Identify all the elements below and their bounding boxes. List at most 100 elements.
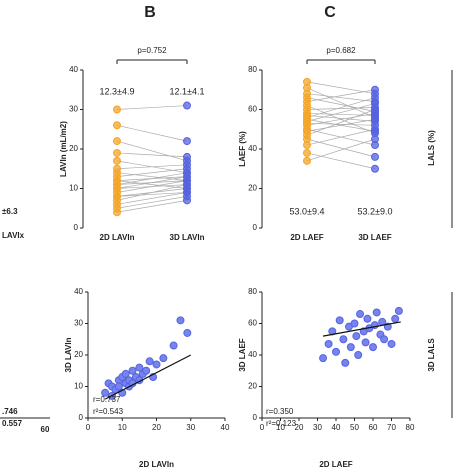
point <box>369 343 377 352</box>
summary-label: 53.2±9.0 <box>358 206 393 216</box>
point <box>371 141 379 150</box>
y-tick-label: 40 <box>69 65 78 74</box>
point <box>128 366 137 375</box>
x-tick-label: 50 <box>350 423 359 432</box>
y-tick-label: 0 <box>253 223 258 232</box>
y-tick-label: 10 <box>74 382 83 391</box>
point <box>319 354 328 363</box>
panel-letter: C <box>324 4 336 21</box>
y-tick-label: 40 <box>248 144 257 153</box>
fragment-text: LAVIx <box>2 231 25 240</box>
fragment-text: 0.557 <box>2 419 23 428</box>
pair-line <box>116 180 188 185</box>
point <box>372 308 381 317</box>
point <box>183 168 191 177</box>
x-tick-label: 40 <box>221 423 230 432</box>
point <box>391 314 400 323</box>
x-tick-label: 10 <box>118 423 127 432</box>
point <box>183 176 191 185</box>
point <box>371 129 379 138</box>
point <box>387 339 396 348</box>
fragment-text: LALS (%) <box>427 130 436 166</box>
point <box>332 347 340 356</box>
point <box>341 358 350 367</box>
y-tick-label: 10 <box>69 184 78 193</box>
pair-line <box>306 115 376 122</box>
pair-line <box>306 107 376 110</box>
point <box>114 382 123 391</box>
point <box>303 148 311 157</box>
pair-line <box>116 168 188 177</box>
panel-letter: B <box>144 4 156 21</box>
y-tick-label: 60 <box>248 319 257 328</box>
y-axis-label: 3D LAVIn <box>64 337 73 372</box>
p-value: p=0.682 <box>326 46 356 55</box>
y-tick-label: 20 <box>248 382 257 391</box>
point <box>176 316 185 325</box>
pair-line <box>116 160 188 174</box>
point <box>352 332 361 341</box>
y-tick-label: 20 <box>69 144 78 153</box>
point <box>113 105 121 114</box>
x-tick-label: 60 <box>369 423 378 432</box>
pair-line <box>306 105 376 134</box>
y-tick-label: 60 <box>248 105 257 114</box>
point <box>350 319 359 328</box>
y-tick-label: 30 <box>69 105 78 114</box>
pair-line <box>116 140 188 162</box>
point <box>371 89 379 98</box>
fragment-text: 3D LALS <box>427 338 436 372</box>
pair-line <box>306 93 376 102</box>
y-tick-label: 80 <box>248 65 257 74</box>
stat-label: r=0.737 <box>93 395 121 404</box>
point <box>142 366 151 375</box>
pair-line <box>306 87 376 118</box>
pair-line <box>306 152 376 170</box>
point <box>145 357 154 366</box>
point <box>346 343 355 352</box>
x-tick-label: 20 <box>152 423 161 432</box>
point <box>356 310 365 319</box>
fragment-text: 60 <box>41 425 50 434</box>
point <box>135 363 144 372</box>
y-tick-label: 0 <box>74 223 79 232</box>
point <box>113 156 121 165</box>
pair-line <box>116 172 188 181</box>
pair-line <box>116 184 188 189</box>
point <box>339 335 348 344</box>
point <box>303 77 311 86</box>
y-axis-label: LAEF (%) <box>238 131 247 167</box>
x-tick-label: 30 <box>186 423 195 432</box>
pair-line <box>116 188 188 197</box>
point <box>371 113 379 122</box>
x-tick-label: 3D LAEF <box>358 233 391 242</box>
y-axis-label: LAVIn (mL/m2) <box>59 121 68 177</box>
point <box>183 328 192 337</box>
x-tick-label: 0 <box>260 423 265 432</box>
x-tick-label: 20 <box>295 423 304 432</box>
y-tick-label: 80 <box>248 287 257 296</box>
pair-line <box>116 176 188 181</box>
point <box>101 388 110 397</box>
pair-line <box>116 180 188 189</box>
pair-line <box>116 105 188 110</box>
trendline <box>104 354 192 400</box>
pair-line <box>116 196 188 209</box>
pair-line <box>116 124 188 142</box>
x-tick-label: 10 <box>276 423 285 432</box>
y-tick-label: 20 <box>74 350 83 359</box>
point <box>152 360 161 369</box>
point <box>324 339 333 348</box>
stat-label: r²=0.123 <box>266 419 297 428</box>
point <box>113 164 121 173</box>
x-axis-label: 2D LAEF <box>319 460 352 469</box>
point <box>183 184 191 193</box>
summary-label: 12.3±4.9 <box>100 86 135 96</box>
x-tick-label: 0 <box>86 423 91 432</box>
point <box>113 148 121 157</box>
x-tick-label: 40 <box>332 423 341 432</box>
pair-line <box>306 122 376 126</box>
pair-line <box>116 192 188 205</box>
x-axis-label: 2D LAVIn <box>139 460 174 469</box>
